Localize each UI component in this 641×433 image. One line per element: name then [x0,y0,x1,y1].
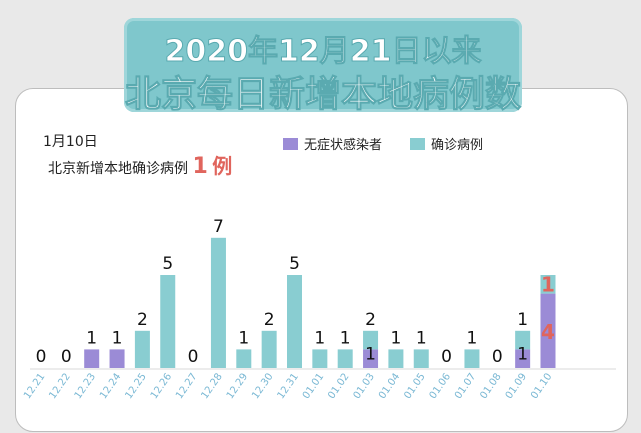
data-label-12.28: 7 [213,217,224,237]
data-label-01.09: 1 [517,310,528,330]
bar-asymptomatic-01.03 [363,349,379,368]
data-label-01.04: 1 [390,328,401,348]
bar-confirmed-12.26 [160,275,176,368]
legend-swatch-asymptomatic [283,137,298,150]
bar-asymptomatic-12.23 [84,349,100,368]
data-label-12.29: 1 [238,328,249,348]
bar-confirmed-01.04 [388,349,404,368]
annotation-unit: 例 [212,154,233,178]
title-banner: 2020年12月21日以来 北京每日新增本地病例数 [124,18,522,116]
legend-item-asymptomatic: 无症状感染者 [283,134,382,153]
title-line-1: 2020年12月21日以来 [164,34,482,70]
data-label-01.06: 0 [441,347,452,367]
data-label-12.27: 0 [188,347,199,367]
bar-asymptomatic-01.09 [515,349,531,368]
x-tick-label-12.30: 12.30 [250,371,275,401]
bar-confirmed-12.31 [287,275,302,368]
annotation-label: 北京新增本地确诊病例 [48,161,188,177]
data-label-01.03: 2 [365,310,376,330]
x-tick-label-12.23: 12.23 [73,371,98,401]
data-label-01.10-1: 1 [541,272,555,296]
bar-asymptomatic-12.24 [109,349,125,368]
x-tick-label-01.08: 01.08 [478,371,503,401]
x-tick-label-01.05: 01.05 [402,371,427,401]
x-tick-label-01.09: 01.09 [504,371,529,401]
data-label-12.21: 0 [36,347,47,367]
x-tick-label-12.25: 12.25 [123,371,148,401]
bar-confirmed-12.30 [261,330,277,368]
x-tick-label-01.07: 01.07 [453,371,478,401]
data-label-12.22: 0 [61,347,72,367]
x-tick-label-12.27: 12.27 [174,371,199,401]
bar-confirmed-01.07 [464,349,480,368]
x-tick-label-12.24: 12.24 [98,371,123,401]
legend: 无症状感染者 确诊病例 [283,134,483,153]
x-tick-label-01.02: 01.02 [326,371,351,401]
x-tick-label-01.04: 01.04 [377,371,402,401]
legend-item-confirmed: 确诊病例 [410,134,483,153]
bar-confirmed-12.29 [236,349,252,368]
data-label-12.25: 2 [137,310,148,330]
bar-confirmed-01.01 [312,349,328,368]
x-tick-label-12.29: 12.29 [225,371,250,401]
x-tick-label-12.22: 12.22 [47,371,72,401]
annotation-line: 北京新增本地确诊病例 1 例 [48,150,232,179]
bar-asymptomatic-01.10 [540,293,556,368]
bar-confirmed-01.02 [337,349,353,368]
annotation-date: 1月10日 [43,134,98,150]
chart-panel [15,88,628,432]
data-label-01.02: 1 [340,328,351,348]
x-tick-label-01.10: 01.10 [529,371,554,401]
x-tick-label-01.06: 01.06 [428,371,453,401]
bar-confirmed-01.03 [363,330,379,350]
data-label-12.30: 2 [264,310,275,330]
bar-confirmed-01.05 [413,349,429,368]
legend-swatch-confirmed [410,137,426,150]
x-tick-label-12.28: 12.28 [199,371,224,401]
data-label-01.09-inner: 1 [517,344,528,364]
data-label-01.01: 1 [314,328,325,348]
data-label-01.10-2: 4 [541,320,555,344]
bar-confirmed-01.10 [540,275,556,294]
data-label-12.26: 5 [162,254,173,274]
x-tick-label-01.01: 01.01 [301,371,326,401]
data-label-12.31: 5 [289,254,300,274]
annotation-number: 1 [192,154,208,179]
x-tick-label-12.26: 12.26 [149,371,174,401]
data-label-01.03-inner: 1 [365,344,376,364]
data-label-01.07: 1 [467,328,478,348]
x-tick-label-12.31: 12.31 [276,371,301,401]
data-label-12.23: 1 [86,328,97,348]
legend-label-asymptomatic: 无症状感染者 [304,138,383,153]
data-label-12.24: 1 [112,328,123,348]
legend-label-confirmed: 确诊病例 [431,138,484,153]
x-tick-label-12.21: 12.21 [22,371,47,401]
bar-confirmed-01.09 [515,330,531,350]
data-label-01.05: 1 [416,328,427,348]
title-line-2: 北京每日新增本地病例数 [124,74,521,116]
data-label-01.08: 0 [492,347,503,367]
bar-confirmed-12.25 [134,330,150,368]
bar-confirmed-12.28 [210,237,226,368]
x-tick-label-01.03: 01.03 [352,371,377,401]
